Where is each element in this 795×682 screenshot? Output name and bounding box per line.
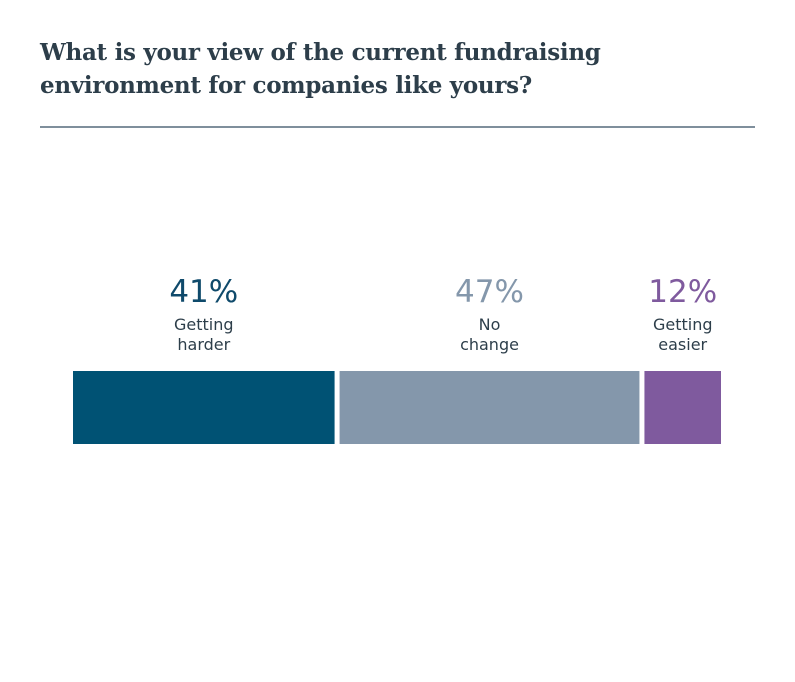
category-label: Getting — [653, 315, 713, 334]
value-label: 47% — [455, 274, 524, 310]
title-divider — [40, 126, 755, 128]
value-label: 41% — [169, 274, 238, 310]
category-label: easier — [658, 335, 707, 354]
bar-getting-harder — [73, 371, 335, 444]
category-label: change — [460, 335, 519, 354]
chart-title: What is your view of the current fundrai… — [40, 39, 601, 99]
bar-no-change — [339, 371, 640, 444]
value-label: 12% — [648, 274, 717, 310]
bar-getting-easier — [644, 371, 721, 444]
category-label: No — [479, 315, 501, 334]
category-label: Getting — [174, 315, 234, 334]
category-label: harder — [177, 335, 230, 354]
